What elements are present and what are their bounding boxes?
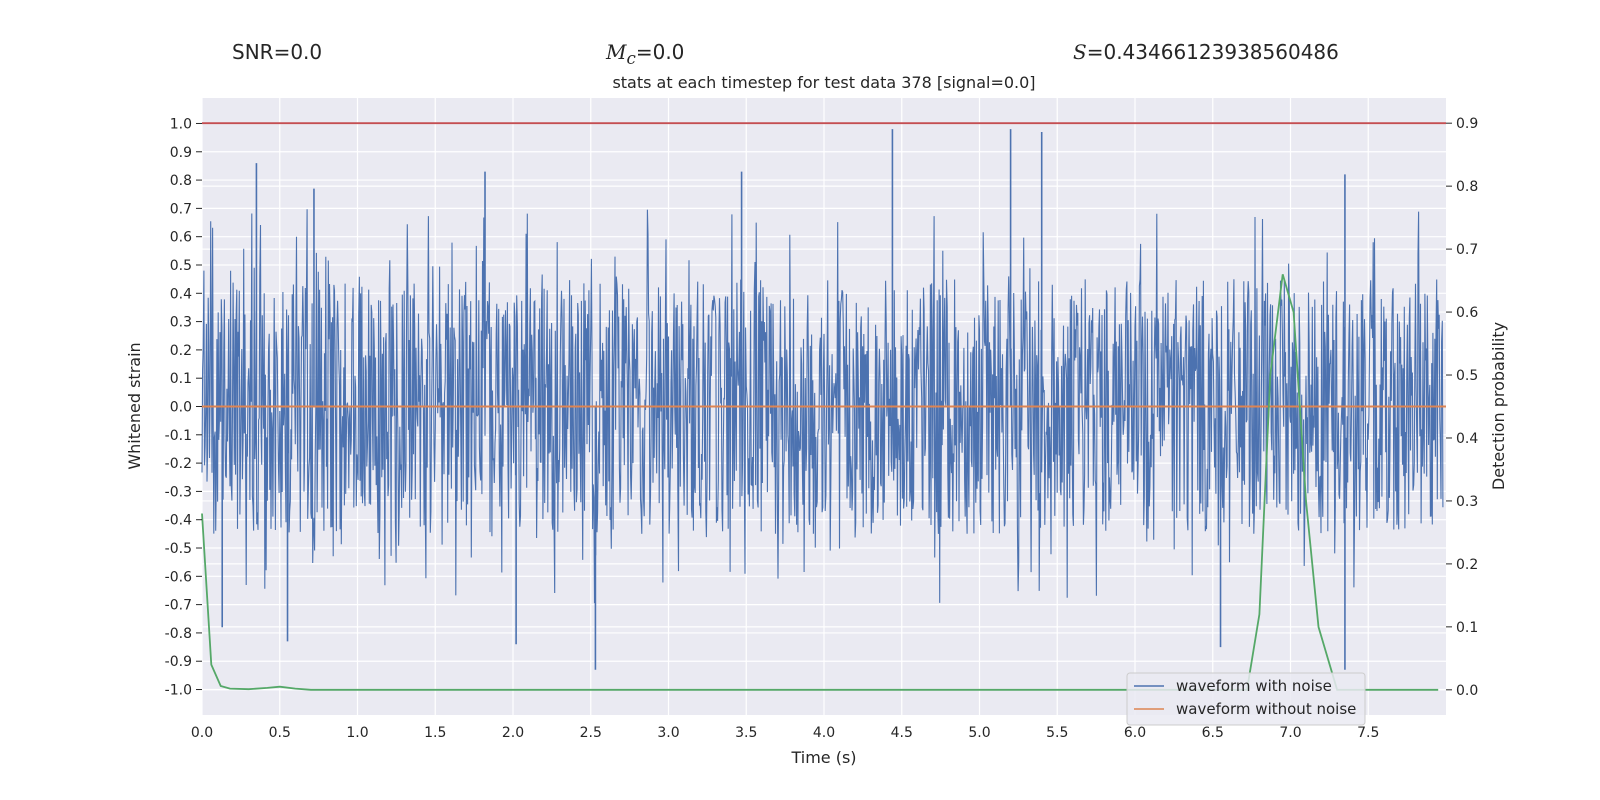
chirp-mass-stat: Mc=0.0 (606, 40, 685, 68)
legend-label-clean: waveform without noise (1176, 700, 1356, 718)
x-tick-label: 4.0 (813, 725, 835, 741)
y-tick-label: 0.6 (170, 230, 192, 246)
y2-tick-label: 0.2 (1456, 557, 1478, 573)
y-axis-label: Whitened strain (125, 342, 144, 469)
y-tick-label: 0.1 (170, 371, 192, 387)
mc-subscript: c (626, 49, 636, 68)
y-tick-label: -0.4 (165, 513, 192, 529)
x-tick-label: 0.5 (269, 725, 291, 741)
y2-tick-label: 0.9 (1456, 116, 1478, 132)
y2-axis-label: Detection probability (1489, 322, 1508, 490)
x-tick-label: 5.5 (1046, 725, 1068, 741)
y-tick-label: 1.0 (170, 116, 192, 132)
score-stat: S=0.43466123938560486 (1073, 40, 1339, 64)
y-tick-label: -0.1 (165, 428, 192, 444)
y-tick-label: -1.0 (165, 683, 192, 699)
x-tick-label: 3.5 (735, 725, 757, 741)
legend-label-noise: waveform with noise (1176, 677, 1332, 695)
x-tick-label: 1.0 (346, 725, 368, 741)
snr-label: SNR (232, 40, 274, 64)
y-tick-label: 0.7 (170, 201, 192, 217)
x-tick-label: 2.5 (580, 725, 602, 741)
x-tick-label: 5.0 (968, 725, 990, 741)
y-tick-label: -0.5 (165, 541, 192, 557)
mc-symbol: M (606, 40, 627, 64)
y2-tick-label: 0.6 (1456, 305, 1478, 321)
noise-series (201, 129, 1444, 670)
y-tick-label: 0.9 (170, 145, 192, 161)
y-tick-label: -0.7 (165, 598, 192, 614)
y-tick-label: -0.6 (165, 569, 192, 585)
x-tick-label: 2.0 (502, 725, 524, 741)
mc-value: 0.0 (652, 40, 685, 64)
x-tick-label: 1.5 (424, 725, 446, 741)
x-tick-label: 6.0 (1124, 725, 1146, 741)
y2-tick-label: 0.1 (1456, 620, 1478, 636)
y-tick-label: 0.4 (170, 286, 192, 302)
snr-stat: SNR=0.0 (232, 40, 323, 64)
axes: 0.0 0.5 1.0 1.5 2.0 2.5 3.0 3.5 4.0 4.5 5.0 5.5 6.0 6… (165, 116, 1479, 741)
y-tick-label: 0.2 (170, 343, 192, 359)
legend-box (1126, 672, 1366, 726)
x-tick-label: 7.5 (1357, 725, 1379, 741)
snr-value: 0.0 (290, 40, 323, 64)
y2-tick-label: 0.4 (1456, 431, 1478, 447)
x-tick-label: 7.0 (1279, 725, 1301, 741)
y2-tick-label: 0.0 (1456, 683, 1478, 699)
x-tick-label: 4.5 (891, 725, 913, 741)
legend: waveform with noise waveform without noi… (1126, 672, 1366, 726)
y-tick-label: 0.5 (170, 258, 192, 274)
y-tick-label: -0.3 (165, 484, 192, 500)
noise-waveform-line (201, 209, 1444, 604)
chart-title: stats at each timestep for test data 378… (612, 73, 1035, 92)
y2-tick-label: 0.5 (1456, 368, 1478, 384)
y-tick-label: 0.0 (170, 400, 192, 416)
y2-tick-label: 0.3 (1456, 494, 1478, 510)
x-axis-label: Time (s) (790, 748, 856, 767)
y-tick-label: 0.8 (170, 173, 192, 189)
y-tick-label: 0.3 (170, 315, 192, 331)
s-value: 0.43466123938560486 (1103, 40, 1339, 64)
x-tick-label: 0.0 (191, 725, 213, 741)
y-tick-label: -0.9 (165, 654, 192, 670)
y-tick-label: -0.2 (165, 456, 192, 472)
y2-tick-label: 0.7 (1456, 242, 1478, 258)
x-tick-label: 3.0 (657, 725, 679, 741)
y2-tick-label: 0.8 (1456, 179, 1478, 195)
s-symbol: S (1073, 40, 1087, 64)
x-tick-label: 6.5 (1202, 725, 1224, 741)
y-tick-label: -0.8 (165, 626, 192, 642)
